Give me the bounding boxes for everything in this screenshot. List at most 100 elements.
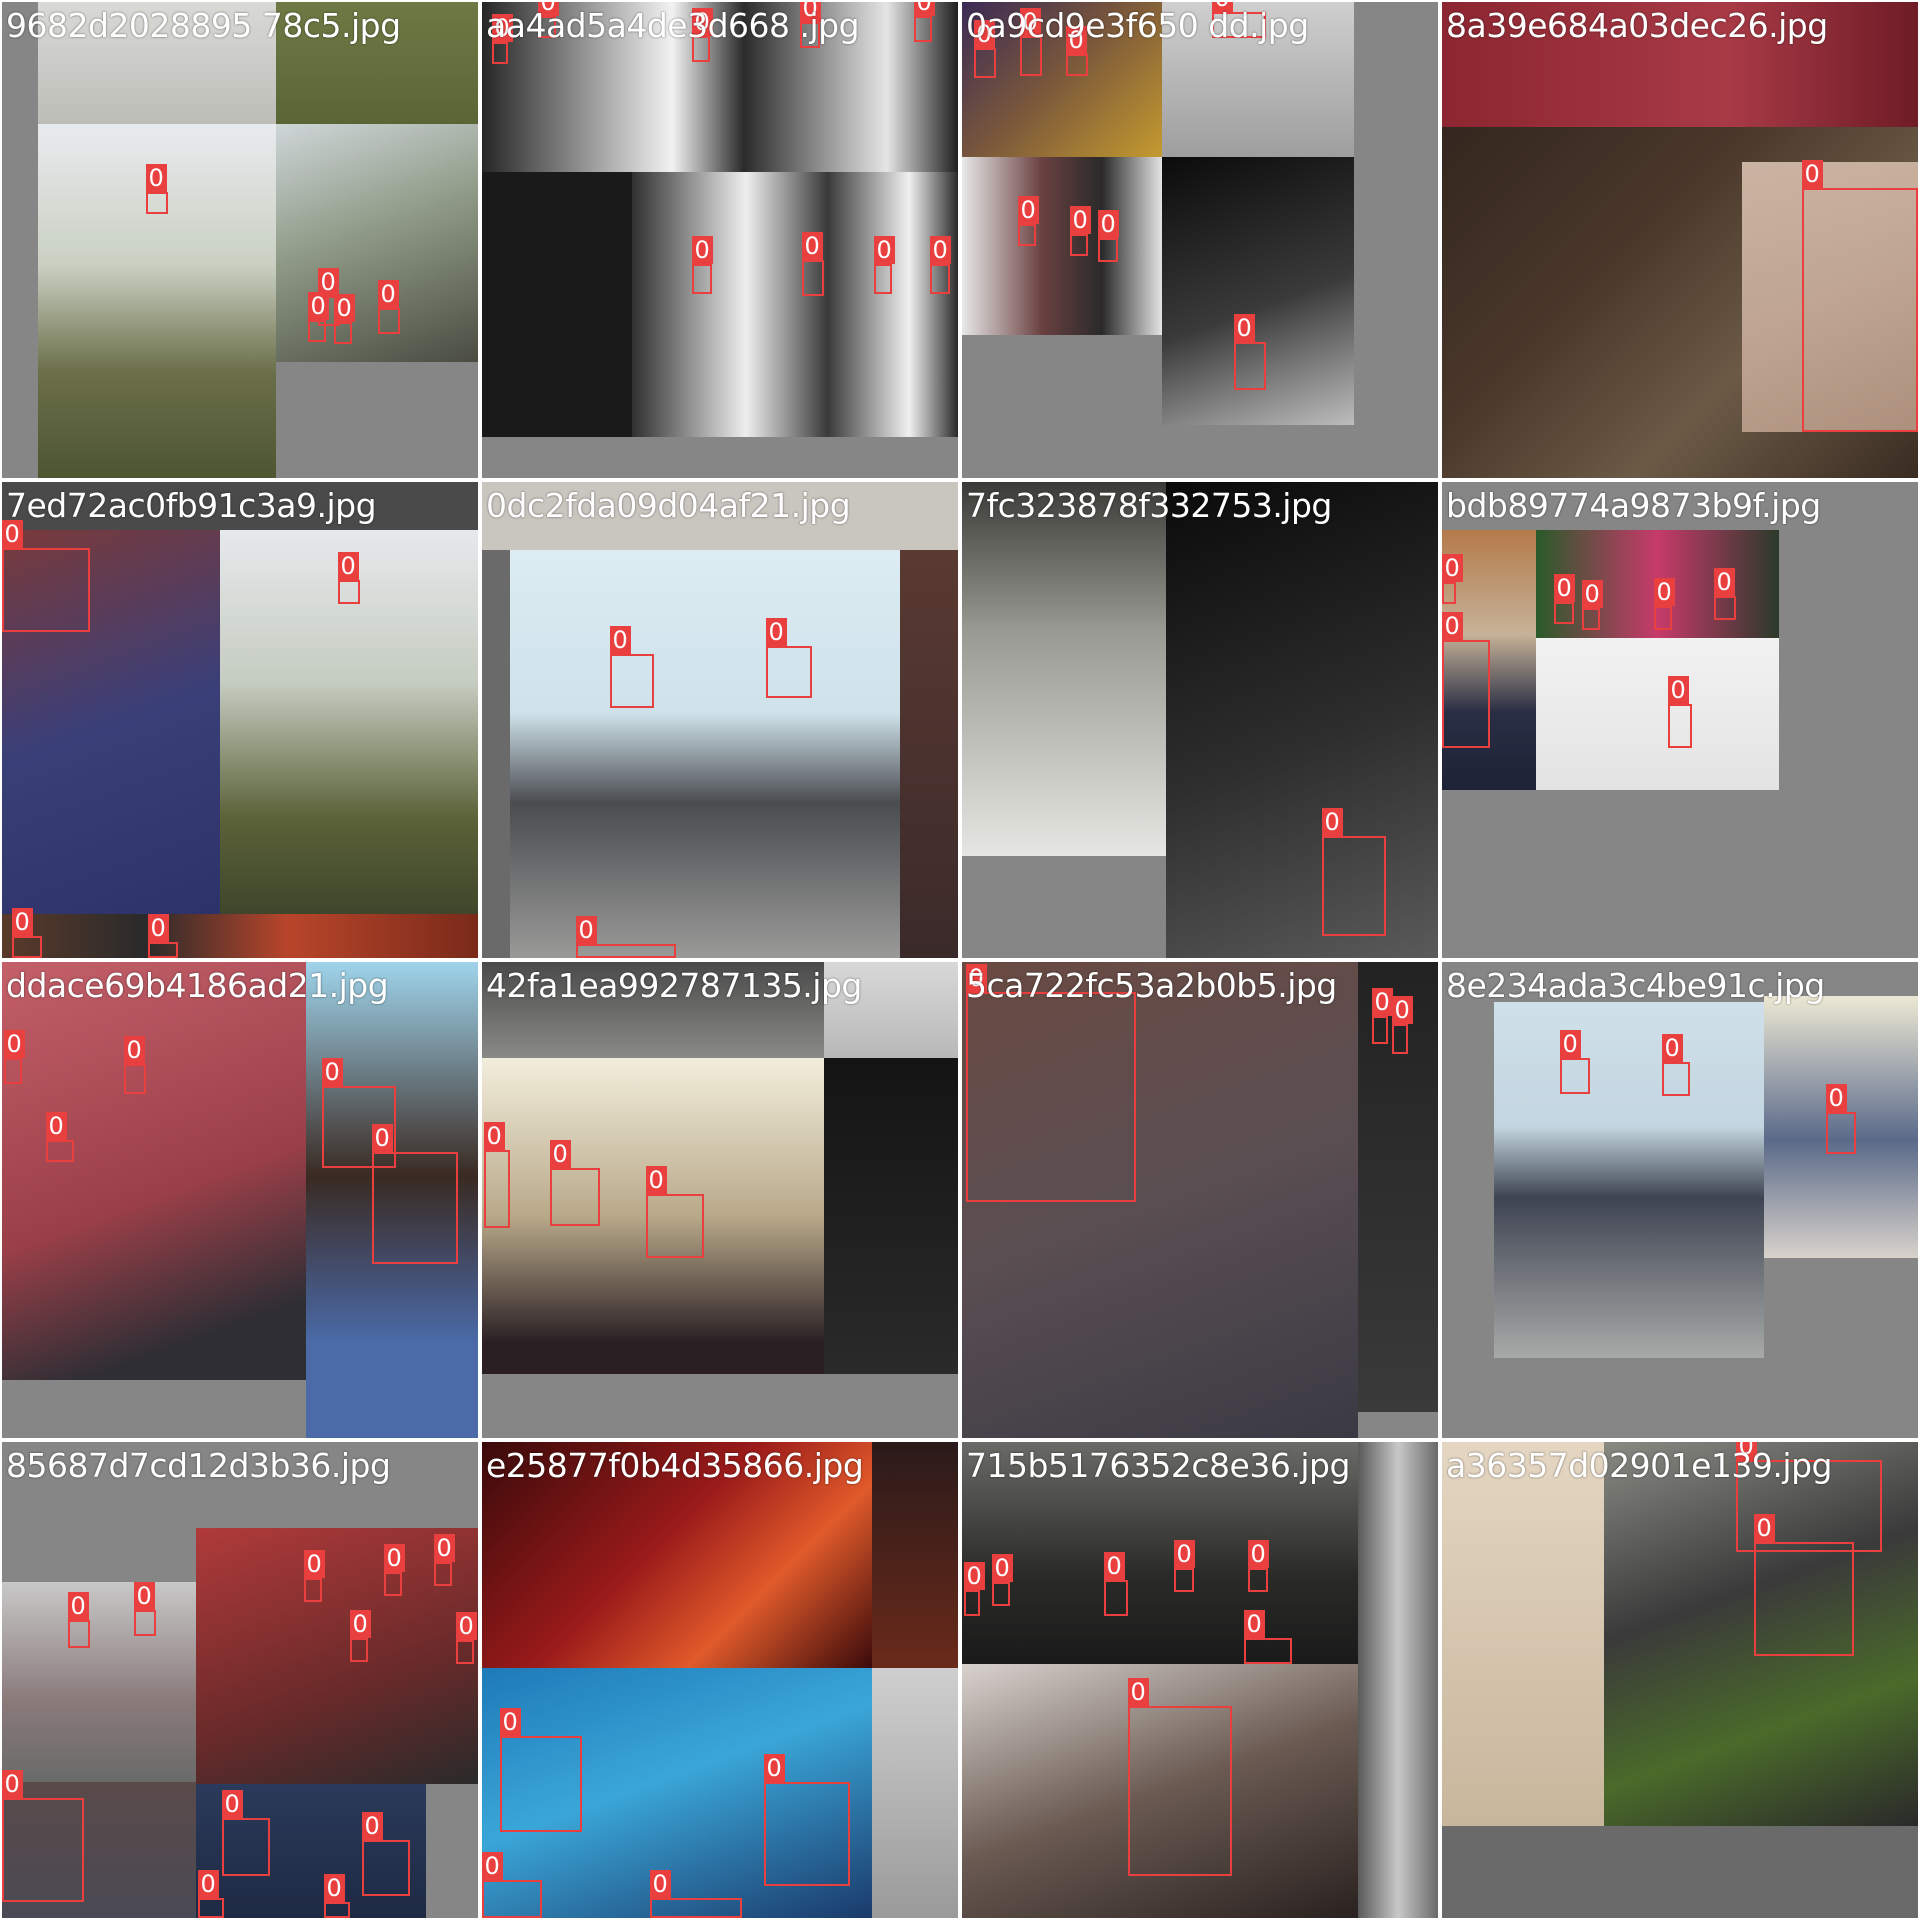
detection-box: 0	[1097, 210, 1119, 262]
tile-filename: a36357d02901e139.jpg	[1446, 1446, 1832, 1485]
detection-box: 0	[575, 916, 676, 958]
photo-crop	[962, 1442, 1358, 1664]
detection-box: 0	[1069, 206, 1091, 256]
tile-filename: bdb89774a9873b9f.jpg	[1446, 486, 1821, 525]
tile-filename: 715b5176352c8e36.jpg	[966, 1446, 1350, 1485]
class-label: 0	[1173, 1540, 1195, 1568]
photo-crop	[1442, 1442, 1604, 1826]
mosaic-tile: 7ed72ac0fb91c3a9.jpg 0 0 0 0	[2, 482, 478, 958]
class-label: 0	[1553, 574, 1575, 602]
detection-box: 0	[1825, 1084, 1856, 1154]
class-label: 0	[691, 8, 713, 36]
detection-box: 0	[1753, 1514, 1854, 1656]
detection-box: 0	[649, 1870, 742, 1918]
class-label: 0	[1211, 2, 1233, 12]
class-label: 0	[873, 236, 895, 264]
photo-crop	[2, 1582, 196, 1782]
photo-crop	[872, 1668, 958, 1918]
detection-box: 0	[491, 14, 513, 64]
photo-crop	[2, 1782, 196, 1918]
detection-box: 0	[323, 1874, 350, 1918]
detection-box: 0	[1173, 1540, 1195, 1592]
class-label: 0	[1801, 160, 1823, 188]
tile-filename: 7fc323878f332753.jpg	[966, 486, 1332, 525]
class-label: 0	[649, 1870, 671, 1898]
class-label: 0	[973, 20, 995, 48]
detection-box: 0	[1735, 1442, 1882, 1552]
class-label: 0	[763, 1754, 785, 1782]
class-label: 0	[1321, 808, 1343, 836]
detection-box: 0	[123, 1036, 146, 1094]
photo-crop	[632, 172, 958, 437]
class-label: 0	[913, 2, 935, 16]
class-label: 0	[333, 294, 355, 322]
class-label: 0	[349, 1610, 371, 1638]
class-label: 0	[609, 626, 631, 654]
detection-box: 0	[1211, 2, 1266, 38]
class-label: 0	[221, 1790, 243, 1818]
class-label: 0	[1097, 210, 1119, 238]
mosaic-tile: 9682d2028895 78c5.jpg 0 0 0 0 0	[2, 2, 478, 478]
detection-box: 0	[377, 280, 400, 334]
detection-box: 0	[221, 1790, 270, 1876]
tile-filename: 8a39e684a03dec26.jpg	[1446, 6, 1828, 45]
detection-box: 0	[197, 1870, 224, 1918]
detection-box: 0	[2, 520, 90, 632]
photo-crop	[1162, 157, 1354, 425]
photo-crop	[482, 1058, 824, 1374]
detection-box: 0	[1581, 580, 1603, 630]
class-label: 0	[1233, 314, 1255, 342]
class-label: 0	[991, 1554, 1013, 1582]
photo-crop	[2, 962, 306, 1380]
tile-filename: 0dc2fda09d04af21.jpg	[486, 486, 851, 525]
class-label: 0	[499, 1708, 521, 1736]
photo-crop	[482, 437, 958, 478]
class-label: 0	[1753, 1514, 1775, 1542]
photo-crop	[38, 2, 276, 124]
mosaic-tile: 7fc323878f332753.jpg 0	[962, 482, 1438, 958]
photo-crop	[1358, 1442, 1438, 1918]
detection-box: 0	[67, 1592, 90, 1648]
class-label: 0	[1581, 580, 1603, 608]
detection-box: 0	[1667, 676, 1692, 748]
detection-box: 0	[965, 964, 1136, 1202]
class-label: 0	[455, 1612, 477, 1640]
detection-box: 0	[537, 2, 559, 38]
mosaic-tile: 8a39e684a03dec26.jpg 0	[1442, 2, 1918, 478]
detection-box: 0	[1127, 1678, 1232, 1876]
detection-box: 0	[1017, 196, 1039, 246]
photo-crop	[276, 124, 478, 362]
class-label: 0	[1825, 1084, 1847, 1112]
class-label: 0	[383, 1544, 405, 1572]
class-label: 0	[491, 14, 513, 42]
photo-crop	[1604, 1442, 1918, 1826]
detection-box: 0	[147, 914, 178, 958]
class-label: 0	[2, 1770, 23, 1798]
class-label: 0	[1713, 568, 1735, 596]
detection-box: 0	[799, 2, 821, 48]
photo-crop	[872, 1442, 958, 1668]
detection-box: 0	[337, 552, 360, 604]
photo-crop	[482, 1442, 872, 1668]
mosaic-tile: 8e234ada3c4be91c.jpg 0 0 0	[1442, 962, 1918, 1438]
photo-crop	[306, 962, 478, 1438]
detection-box: 0	[1391, 996, 1413, 1054]
class-label: 0	[1442, 612, 1463, 640]
detection-box: 0	[913, 2, 935, 42]
class-label: 0	[1391, 996, 1413, 1024]
detection-box: 0	[482, 1852, 542, 1918]
photo-crop	[482, 962, 824, 1058]
class-label: 0	[765, 618, 787, 646]
class-label: 0	[1667, 676, 1689, 704]
class-label: 0	[801, 232, 823, 260]
class-label: 0	[371, 1124, 393, 1152]
detection-box: 0	[1442, 612, 1490, 748]
class-label: 0	[1247, 1540, 1269, 1568]
detection-box: 0	[1801, 160, 1918, 432]
class-label: 0	[1442, 554, 1463, 582]
class-label: 0	[323, 1874, 345, 1902]
class-label: 0	[123, 1036, 145, 1064]
mosaic-tile: ddace69b4186ad21.jpg 0 0 0 0 0	[2, 962, 478, 1438]
tile-filename: aa4ad5a4de3d668 .jpg	[486, 6, 860, 45]
